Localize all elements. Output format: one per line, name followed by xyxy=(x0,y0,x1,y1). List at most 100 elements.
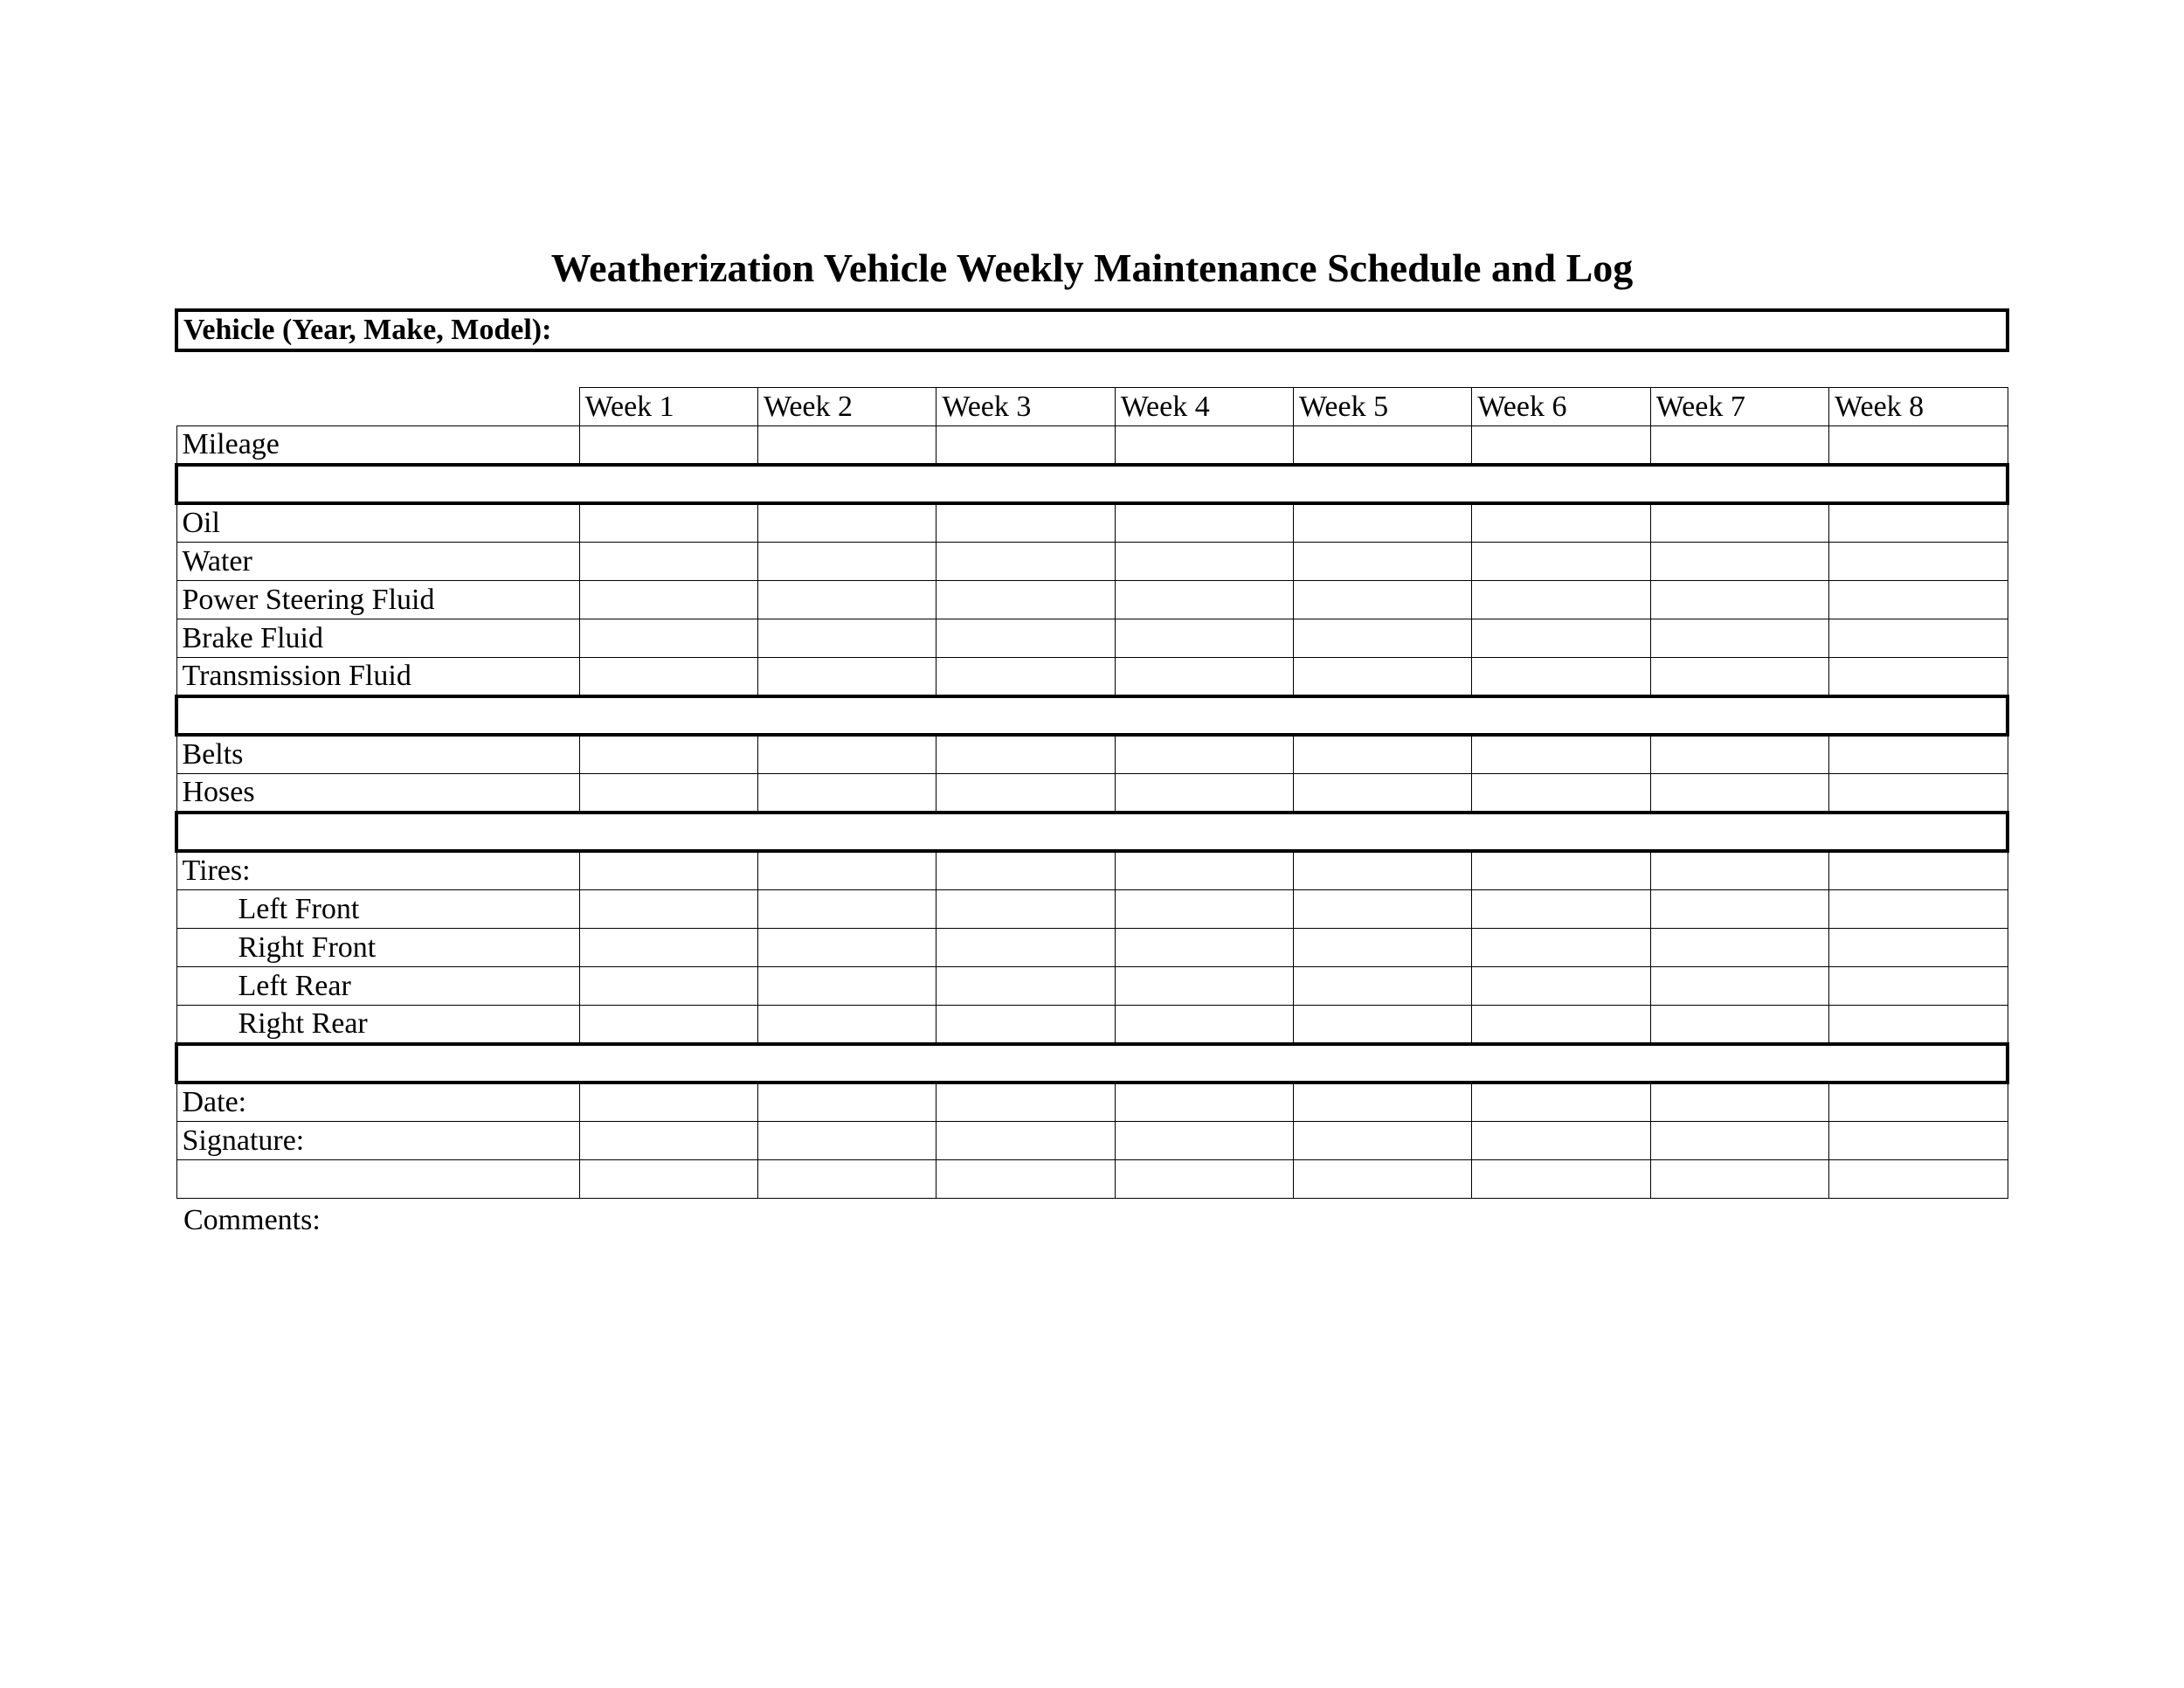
cell[interactable] xyxy=(936,658,1115,697)
cell[interactable] xyxy=(579,619,757,658)
cell[interactable] xyxy=(1829,619,2008,658)
cell[interactable] xyxy=(1472,1122,1650,1160)
cell[interactable] xyxy=(1294,929,1472,967)
cell[interactable] xyxy=(936,929,1115,967)
cell[interactable] xyxy=(176,1160,579,1199)
cell[interactable] xyxy=(1650,503,1828,543)
cell[interactable] xyxy=(1650,1160,1828,1199)
cell[interactable] xyxy=(1650,426,1828,466)
cell[interactable] xyxy=(757,774,936,813)
cell[interactable] xyxy=(936,851,1115,890)
cell[interactable] xyxy=(1650,967,1828,1006)
cell[interactable] xyxy=(1115,735,1293,774)
cell[interactable] xyxy=(579,658,757,697)
cell[interactable] xyxy=(1829,735,2008,774)
cell[interactable] xyxy=(1829,581,2008,619)
cell[interactable] xyxy=(579,890,757,929)
cell[interactable] xyxy=(1115,543,1293,581)
cell[interactable] xyxy=(579,735,757,774)
cell[interactable] xyxy=(1115,890,1293,929)
cell[interactable] xyxy=(757,1083,936,1122)
cell[interactable] xyxy=(1472,735,1650,774)
cell[interactable] xyxy=(1294,503,1472,543)
cell[interactable] xyxy=(1115,619,1293,658)
cell[interactable] xyxy=(936,1006,1115,1045)
cell[interactable] xyxy=(936,426,1115,466)
cell[interactable] xyxy=(757,619,936,658)
cell[interactable] xyxy=(1650,619,1828,658)
cell[interactable] xyxy=(1650,543,1828,581)
cell[interactable] xyxy=(1650,581,1828,619)
cell[interactable] xyxy=(1115,851,1293,890)
cell[interactable] xyxy=(1472,890,1650,929)
cell[interactable] xyxy=(1294,774,1472,813)
cell[interactable] xyxy=(1294,735,1472,774)
cell[interactable] xyxy=(579,503,757,543)
cell[interactable] xyxy=(757,890,936,929)
cell[interactable] xyxy=(1294,426,1472,466)
cell[interactable] xyxy=(1650,890,1828,929)
cell[interactable] xyxy=(1472,543,1650,581)
cell[interactable] xyxy=(936,1160,1115,1199)
cell[interactable] xyxy=(1829,851,2008,890)
cell[interactable] xyxy=(1472,1083,1650,1122)
cell[interactable] xyxy=(579,426,757,466)
cell[interactable] xyxy=(757,735,936,774)
cell[interactable] xyxy=(1294,890,1472,929)
cell[interactable] xyxy=(1115,774,1293,813)
cell[interactable] xyxy=(1829,426,2008,466)
cell[interactable] xyxy=(1650,1006,1828,1045)
cell[interactable] xyxy=(757,929,936,967)
cell[interactable] xyxy=(1115,1122,1293,1160)
cell[interactable] xyxy=(1650,774,1828,813)
cell[interactable] xyxy=(579,774,757,813)
cell[interactable] xyxy=(1472,658,1650,697)
cell[interactable] xyxy=(1472,774,1650,813)
cell[interactable] xyxy=(1829,774,2008,813)
cell[interactable] xyxy=(1829,1083,2008,1122)
cell[interactable] xyxy=(757,426,936,466)
cell[interactable] xyxy=(1115,1160,1293,1199)
cell[interactable] xyxy=(936,543,1115,581)
cell[interactable] xyxy=(936,581,1115,619)
cell[interactable] xyxy=(1115,503,1293,543)
cell[interactable] xyxy=(936,967,1115,1006)
cell[interactable] xyxy=(757,581,936,619)
cell[interactable] xyxy=(579,543,757,581)
cell[interactable] xyxy=(1829,1006,2008,1045)
cell[interactable] xyxy=(1650,851,1828,890)
cell[interactable] xyxy=(1294,1083,1472,1122)
cell[interactable] xyxy=(579,929,757,967)
cell[interactable] xyxy=(757,543,936,581)
cell[interactable] xyxy=(1115,1006,1293,1045)
cell[interactable] xyxy=(1115,426,1293,466)
cell[interactable] xyxy=(1472,1006,1650,1045)
cell[interactable] xyxy=(757,658,936,697)
cell[interactable] xyxy=(757,503,936,543)
cell[interactable] xyxy=(1115,929,1293,967)
cell[interactable] xyxy=(579,967,757,1006)
cell[interactable] xyxy=(1829,658,2008,697)
cell[interactable] xyxy=(1472,929,1650,967)
cell[interactable] xyxy=(936,1122,1115,1160)
cell[interactable] xyxy=(1294,619,1472,658)
cell[interactable] xyxy=(1115,581,1293,619)
cell[interactable] xyxy=(579,851,757,890)
cell[interactable] xyxy=(1829,1122,2008,1160)
cell[interactable] xyxy=(757,1122,936,1160)
cell[interactable] xyxy=(1829,543,2008,581)
cell[interactable] xyxy=(1294,1006,1472,1045)
cell[interactable] xyxy=(757,851,936,890)
cell[interactable] xyxy=(936,735,1115,774)
cell[interactable] xyxy=(579,1122,757,1160)
cell[interactable] xyxy=(579,1160,757,1199)
cell[interactable] xyxy=(1829,929,2008,967)
cell[interactable] xyxy=(1115,658,1293,697)
cell[interactable] xyxy=(1829,890,2008,929)
cell[interactable] xyxy=(579,1083,757,1122)
cell[interactable] xyxy=(1294,1122,1472,1160)
cell[interactable] xyxy=(1294,851,1472,890)
cell[interactable] xyxy=(1472,851,1650,890)
cell[interactable] xyxy=(936,774,1115,813)
cell[interactable] xyxy=(1472,967,1650,1006)
